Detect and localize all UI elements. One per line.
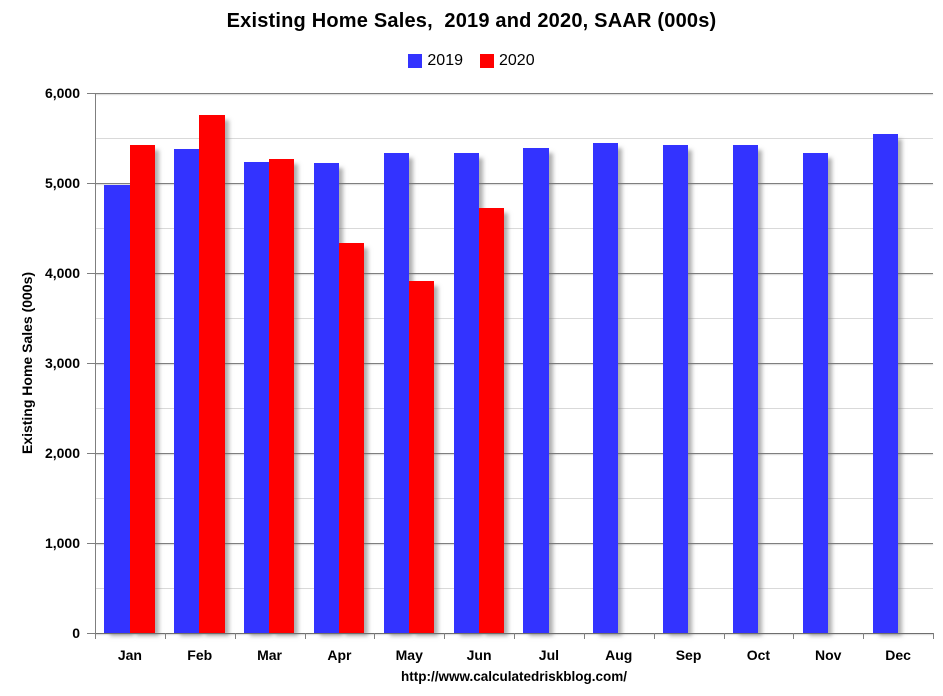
x-label-aug: Aug: [605, 647, 633, 663]
gridline-3500: [95, 318, 933, 319]
y-tick-label-4000: 4,000: [44, 265, 80, 281]
bar-2019-nov: [802, 153, 828, 633]
x-label-may: May: [395, 647, 423, 663]
gridline-1000: [95, 543, 933, 544]
x-label-dec: Dec: [885, 647, 911, 663]
gridline-500: [95, 588, 933, 589]
bar-2019-mar: [244, 162, 270, 633]
x-tick-2: [234, 633, 236, 639]
x-label-oct: Oct: [746, 647, 771, 663]
x-tick-1: [164, 633, 166, 639]
legend-swatch-2019-icon: [408, 54, 423, 68]
x-label-feb: Feb: [187, 647, 213, 663]
y-tick-4000: [87, 273, 95, 274]
legend-swatch-2020-icon: [480, 54, 494, 68]
x-tick-8: [653, 633, 655, 639]
gridline-3000: [95, 363, 933, 364]
bar-2019-jun: [453, 153, 479, 633]
y-axis-line: [95, 93, 96, 633]
x-label-apr: Apr: [327, 647, 352, 663]
y-tick-2000: [87, 453, 95, 454]
x-label-sep: Sep: [675, 647, 702, 663]
x-label-jan: Jan: [117, 647, 142, 663]
y-tick-label-3000: 3,000: [44, 355, 80, 371]
y-tick-label-2000: 2,000: [44, 445, 80, 461]
legend-item-2019: 2019: [408, 52, 463, 70]
x-tick-4: [374, 633, 376, 639]
y-tick-5000: [87, 183, 95, 184]
y-tick-label-6000: 6,000: [44, 85, 80, 101]
bar-2019-feb: [174, 148, 200, 633]
x-tick-11: [863, 633, 865, 639]
x-label-nov: Nov: [815, 647, 842, 663]
y-tick-label-1000: 1,000: [44, 535, 80, 551]
x-tick-7: [583, 633, 585, 639]
y-tick-3000: [87, 363, 95, 364]
gridline-5500: [95, 138, 933, 139]
x-tick-6: [514, 633, 515, 639]
bar-2019-apr: [313, 163, 340, 633]
gridline-4500: [95, 228, 933, 229]
legend: 2019 2020: [0, 52, 943, 70]
footer-url: http://www.calculatedriskblog.com/: [400, 669, 628, 684]
y-tick-1000: [87, 543, 95, 544]
bar-2020-mar: [269, 158, 295, 633]
bar-2020-jun: [478, 208, 504, 633]
bar-2019-may: [383, 153, 409, 633]
y-tick-0: [87, 633, 95, 634]
x-label-mar: Mar: [257, 647, 283, 663]
bar-2019-jan: [104, 184, 130, 633]
y-tick-6000: [87, 93, 95, 94]
y-axis-title: Existing Home Sales (000s): [19, 271, 35, 455]
x-tick-12: [933, 633, 934, 639]
gridline-2000: [95, 453, 933, 454]
gridline-5000: [95, 183, 933, 184]
bar-2020-feb: [199, 114, 225, 633]
bar-2019-dec: [872, 134, 898, 633]
y-tick-label-0: 0: [72, 625, 80, 641]
legend-label-2020: 2020: [499, 52, 535, 69]
y-tick-label-5000: 5,000: [44, 175, 80, 191]
x-label-jun: Jun: [466, 647, 492, 663]
x-label-jul: Jul: [538, 647, 560, 663]
gridline-4000: [95, 273, 933, 274]
x-tick-0: [95, 633, 96, 639]
bar-2019-sep: [663, 145, 689, 633]
x-tick-5: [444, 633, 446, 639]
bar-2020-apr: [339, 243, 365, 633]
bar-2020-may: [408, 281, 435, 633]
bar-2019-jul: [523, 147, 549, 633]
bar-2019-aug: [593, 143, 619, 633]
chart-title: Existing Home Sales, 2019 and 2020, SAAR…: [226, 10, 717, 32]
gridline-2500: [95, 408, 933, 409]
legend-item-2020: 2020: [480, 52, 535, 70]
x-tick-9: [723, 633, 725, 639]
bar-2020-jan: [129, 145, 155, 633]
x-tick-10: [793, 633, 795, 639]
gridline-1500: [95, 498, 933, 499]
gridline-6000: [95, 93, 933, 94]
bar-2019-oct: [732, 145, 759, 633]
legend-label-2019: 2019: [427, 52, 463, 69]
x-tick-3: [304, 633, 306, 639]
